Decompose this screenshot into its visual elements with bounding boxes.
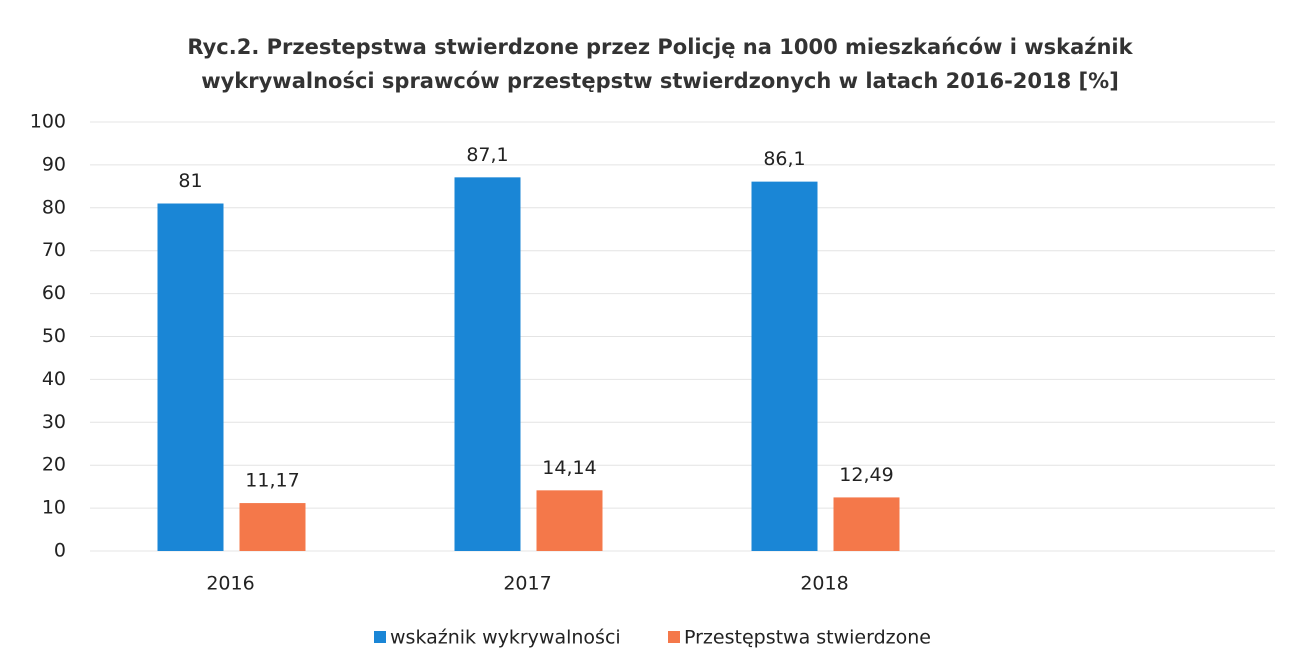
bar	[157, 203, 224, 551]
legend-label: Przestępstwa stwierdzone	[684, 627, 931, 649]
y-tick-label: 70	[42, 239, 66, 261]
y-tick-label: 80	[42, 196, 66, 218]
value-label: 12,49	[839, 464, 893, 486]
bar	[239, 503, 306, 551]
y-tick-label: 40	[42, 368, 66, 390]
value-label: 14,14	[542, 457, 596, 479]
y-tick-label: 60	[42, 282, 66, 304]
y-tick-label: 50	[42, 325, 66, 347]
legend-swatch	[668, 631, 680, 643]
chart-title: Ryc.2. Przestepstwa stwierdzone przez Po…	[187, 35, 1133, 59]
value-label: 81	[178, 170, 202, 192]
bar	[454, 177, 521, 551]
y-tick-label: 10	[42, 497, 66, 519]
x-tick-label: 2017	[503, 573, 551, 595]
bar	[536, 490, 603, 551]
y-tick-label: 100	[30, 111, 66, 133]
y-tick-label: 20	[42, 454, 66, 476]
x-tick-label: 2016	[206, 573, 254, 595]
value-label: 87,1	[466, 144, 508, 166]
legend-label: wskaźnik wykrywalności	[390, 627, 621, 649]
y-tick-label: 30	[42, 411, 66, 433]
bar	[751, 181, 818, 552]
chart-title: wykrywalności sprawców przestępstw stwie…	[201, 69, 1119, 93]
y-tick-label: 0	[54, 540, 66, 562]
x-tick-label: 2018	[800, 573, 848, 595]
value-label: 86,1	[763, 148, 805, 170]
value-label: 11,17	[245, 470, 299, 492]
bar	[833, 497, 900, 551]
y-tick-label: 90	[42, 153, 66, 175]
legend-swatch	[374, 631, 386, 643]
